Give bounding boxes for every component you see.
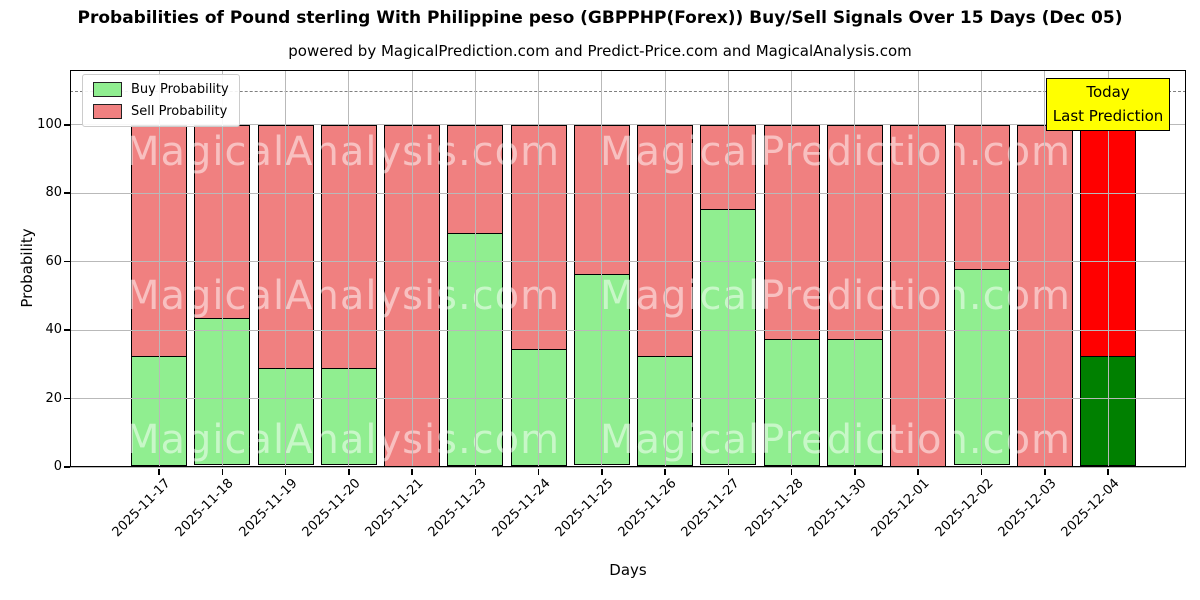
v-gridline-2025-11-18 [221, 70, 223, 467]
x-tick-label-2025-12-03: 2025-12-03 [995, 476, 1060, 541]
v-gridline-2025-11-27 [727, 70, 729, 467]
v-gridline-2025-11-30 [854, 70, 856, 467]
x-tick-2025-11-26 [664, 468, 666, 475]
x-tick-label-2025-12-02: 2025-12-02 [932, 476, 997, 541]
legend-item-buy: Buy Probability [93, 82, 229, 97]
v-gridline-2025-11-23 [474, 70, 476, 467]
h-gridline-0 [70, 466, 1186, 468]
v-gridline-2025-11-19 [285, 70, 287, 467]
v-gridline-2025-12-02 [981, 70, 982, 467]
y-tick-label-40: 40 [45, 322, 62, 338]
v-gridline-2025-11-17 [158, 70, 160, 467]
x-tick-2025-11-20 [348, 468, 350, 475]
y-tick-60 [64, 260, 70, 263]
chart-title: Probabilities of Pound sterling With Phi… [77, 8, 1123, 28]
chart-subtitle: powered by MagicalPrediction.com and Pre… [288, 42, 912, 60]
y-tick-100 [64, 124, 70, 126]
y-tick-label-100: 100 [37, 116, 62, 132]
x-tick-label-2025-11-27: 2025-11-27 [678, 476, 744, 541]
v-gridline-2025-11-24 [538, 70, 540, 467]
v-gridline-2025-11-20 [348, 70, 350, 467]
h-gridline-20 [70, 398, 1186, 400]
v-gridline-2025-11-26 [664, 70, 666, 467]
h-gridline-80 [70, 192, 1186, 194]
x-tick-2025-11-23 [474, 468, 477, 475]
x-tick-label-2025-11-28: 2025-11-28 [742, 476, 807, 541]
y-tick-label-60: 60 [45, 253, 62, 269]
plot-area: Buy Probability Sell Probability Today L… [70, 70, 1186, 468]
x-tick-2025-11-17 [158, 468, 160, 475]
x-tick-2025-11-25 [601, 468, 603, 475]
today-annotation: Today Last Prediction [1046, 78, 1171, 131]
x-tick-label-2025-11-19: 2025-11-19 [236, 476, 301, 541]
today-annotation-line2: Last Prediction [1052, 107, 1164, 125]
x-tick-label-2025-11-20: 2025-11-20 [299, 476, 364, 541]
x-tick-label-2025-12-04: 2025-12-04 [1058, 476, 1123, 541]
legend-item-sell: Sell Probability [93, 104, 229, 119]
x-tick-2025-11-30 [854, 468, 856, 475]
x-tick-label-2025-11-18: 2025-11-18 [172, 476, 237, 541]
v-gridline-2025-12-04 [1107, 70, 1109, 467]
x-axis-label: Days [609, 561, 647, 579]
x-tick-2025-11-27 [727, 468, 730, 475]
y-tick-label-20: 20 [45, 390, 62, 406]
x-tick-2025-12-02 [980, 468, 983, 475]
x-tick-2025-11-24 [537, 468, 540, 475]
x-tick-2025-11-21 [411, 468, 413, 475]
y-tick-80 [64, 192, 70, 194]
legend: Buy Probability Sell Probability [82, 74, 240, 127]
y-tick-label-80: 80 [45, 185, 62, 201]
legend-label-buy: Buy Probability [131, 82, 229, 97]
x-tick-label-2025-11-17: 2025-11-17 [109, 476, 174, 541]
v-gridline-2025-12-03 [1044, 70, 1046, 467]
x-tick-2025-11-19 [284, 468, 287, 475]
buy-color-swatch [93, 82, 122, 97]
y-tick-40 [64, 329, 70, 331]
x-tick-2025-12-04 [1107, 468, 1109, 475]
x-tick-label-2025-11-30: 2025-11-30 [805, 476, 870, 541]
sell-color-swatch [93, 104, 122, 119]
h-gridline-100 [70, 124, 1186, 126]
x-tick-2025-12-03 [1044, 468, 1046, 475]
v-gridline-2025-11-21 [411, 70, 413, 467]
x-tick-2025-12-01 [917, 468, 919, 475]
y-tick-label-0: 0 [53, 459, 62, 474]
x-tick-label-2025-11-24: 2025-11-24 [489, 476, 554, 541]
legend-label-sell: Sell Probability [131, 104, 228, 119]
h-gridline-40 [70, 329, 1186, 331]
x-tick-2025-11-18 [221, 468, 224, 475]
y-tick-20 [64, 397, 70, 400]
v-gridline-2025-11-28 [791, 70, 793, 467]
v-gridline-2025-11-25 [601, 70, 603, 467]
x-tick-label-2025-11-25: 2025-11-25 [552, 476, 617, 541]
x-tick-2025-11-28 [790, 468, 793, 475]
h-gridline-60 [70, 261, 1186, 263]
x-tick-label-2025-12-01: 2025-12-01 [868, 476, 933, 541]
today-annotation-line1: Today [1086, 83, 1130, 101]
x-tick-label-2025-11-26: 2025-11-26 [615, 476, 680, 541]
x-tick-label-2025-11-23: 2025-11-23 [425, 476, 490, 541]
v-gridline-2025-12-01 [917, 70, 919, 467]
dashed-reference-line [70, 90, 1186, 92]
x-tick-label-2025-11-21: 2025-11-21 [362, 476, 427, 541]
y-tick-0 [64, 466, 70, 468]
